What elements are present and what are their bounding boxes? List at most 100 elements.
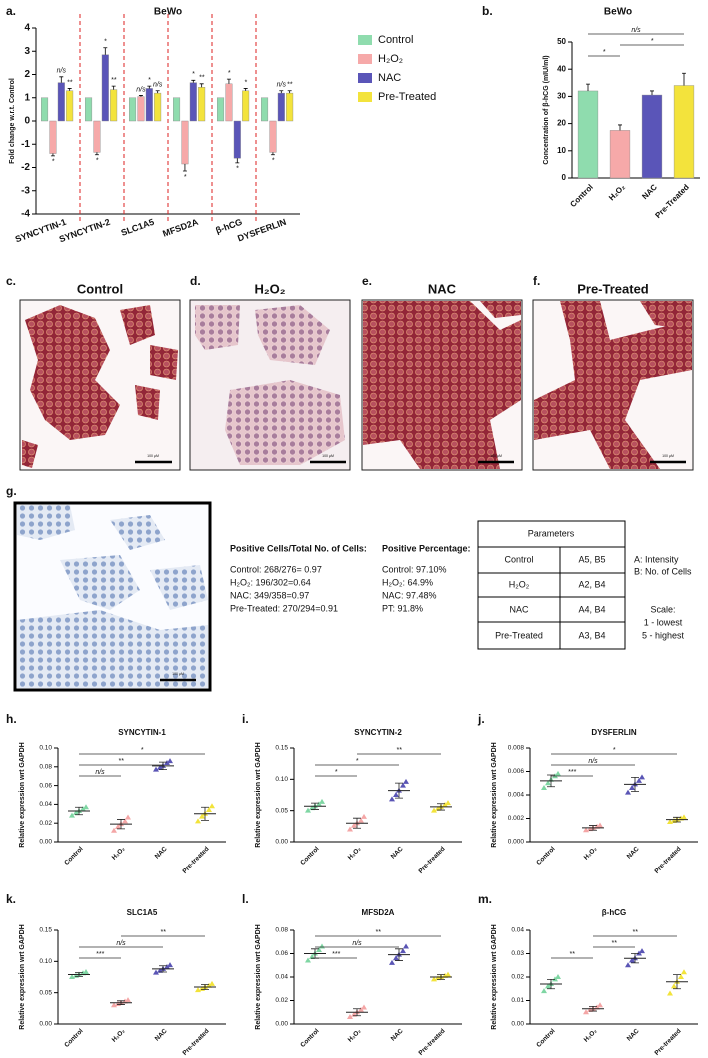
panel-label: m. — [478, 892, 492, 906]
data-point — [115, 823, 121, 829]
significance-label: * — [148, 77, 151, 84]
data-point — [153, 766, 159, 772]
data-point — [361, 1004, 367, 1010]
chart-title: DYSFERLIN — [591, 728, 637, 737]
data-point — [316, 946, 322, 952]
significance-label: *** — [568, 769, 576, 776]
data-point — [122, 818, 128, 824]
x-tick-label: NAC — [390, 845, 405, 860]
error-bar — [279, 90, 284, 94]
y-tick-label: 0.10 — [39, 958, 52, 965]
bar — [577, 90, 599, 179]
y-tick-label: 40 — [557, 64, 566, 73]
y-axis-label: Relative expression wrt GAPDH — [255, 742, 262, 847]
legend-swatch — [358, 35, 372, 45]
data-point — [347, 1013, 353, 1019]
y-axis-label: Fold change w.r.t. Control — [9, 78, 16, 164]
legend-swatch — [358, 92, 372, 102]
table-cell: Pre-Treated — [495, 630, 543, 640]
bar — [277, 92, 285, 122]
data-point — [636, 777, 642, 783]
scale-text: 100 µM — [172, 672, 184, 676]
cell-cluster — [480, 301, 521, 318]
y-tick-label: 0.04 — [39, 801, 52, 808]
y-tick-label: 0.10 — [39, 745, 52, 752]
error-bar — [243, 88, 248, 91]
sd-bar — [547, 978, 555, 990]
data-point — [435, 805, 441, 811]
data-point — [597, 822, 603, 828]
sd-bar — [201, 984, 209, 990]
data-point — [445, 971, 451, 977]
y-tick-label: 10 — [557, 146, 566, 155]
bar — [154, 92, 162, 122]
legend-swatch — [358, 73, 372, 83]
y-axis-label: Relative expression wrt GAPDH — [19, 924, 26, 1029]
x-tick-label: Control — [299, 846, 320, 867]
data-point — [629, 784, 635, 790]
x-tick-label: DYSFERLIN — [236, 217, 287, 244]
significance-label: n/s — [116, 940, 126, 947]
significance-label: n/s — [352, 940, 362, 947]
data-point — [545, 780, 551, 786]
data-point — [361, 813, 367, 819]
x-tick-label: H₂O₂ — [111, 1028, 127, 1044]
table-cell: NAC — [509, 604, 529, 614]
y-tick-label: -2 — [21, 162, 30, 173]
y-tick-label: 0.008 — [508, 745, 525, 752]
significance-label: * — [603, 49, 606, 56]
chart-title: MFSD2A — [362, 908, 395, 917]
chart-title: SLC1A5 — [127, 908, 158, 917]
y-tick-label: 0.006 — [508, 768, 525, 775]
bar — [225, 83, 233, 122]
data-point — [541, 784, 547, 790]
cell-cluster — [195, 305, 345, 465]
error-bar — [226, 78, 231, 84]
significance-label: n/s — [631, 27, 641, 34]
significance-label: * — [184, 174, 187, 181]
data-point — [442, 802, 448, 808]
data-point — [195, 818, 201, 824]
data-point — [69, 812, 75, 818]
x-tick-label: H₂O₂ — [583, 1028, 599, 1044]
data-point — [69, 974, 75, 979]
x-tick-label: H₂O₂ — [111, 846, 127, 862]
bar — [217, 97, 225, 122]
data-point — [541, 988, 547, 994]
data-point — [389, 959, 395, 965]
significance-label: *** — [332, 951, 340, 958]
x-tick-label: Pre-treated — [181, 1028, 210, 1057]
data-point — [206, 982, 212, 988]
x-tick-label: H₂O₂ — [347, 1028, 363, 1044]
data-point — [319, 943, 325, 949]
data-point — [639, 774, 645, 780]
legend-label: NAC — [378, 72, 401, 84]
x-tick-label: Control — [63, 1028, 84, 1049]
data-point — [167, 758, 173, 764]
panel-label: k. — [6, 892, 16, 906]
data-point — [358, 1006, 364, 1012]
sd-bar — [437, 974, 445, 980]
y-tick-label: 0.06 — [275, 950, 288, 957]
x-tick-label: Pre-treated — [181, 846, 210, 875]
significance-label: n/s — [153, 82, 163, 89]
significance-label: n/s — [136, 86, 146, 93]
y-tick-label: 0.00 — [39, 1021, 52, 1028]
y-tick-label: 20 — [557, 119, 566, 128]
bar — [269, 120, 277, 153]
data-point — [164, 760, 170, 766]
y-tick-label: 4 — [24, 23, 30, 34]
y-tick-label: 0.00 — [275, 1021, 288, 1028]
bar — [233, 120, 241, 159]
data-point — [80, 806, 86, 812]
counts-heading: Positive Cells/Total No. of Cells: — [230, 543, 367, 553]
table-cell: Control — [504, 554, 533, 564]
x-tick-label: Control — [535, 846, 556, 867]
significance-label: * — [96, 158, 99, 165]
error-bar — [235, 158, 240, 164]
x-tick-label: Pre-Treated — [653, 182, 691, 220]
x-tick-label: MFSD2A — [161, 217, 200, 239]
data-point — [681, 814, 687, 820]
table-cell: A3, B4 — [578, 630, 605, 640]
sd-bar — [117, 1000, 125, 1005]
